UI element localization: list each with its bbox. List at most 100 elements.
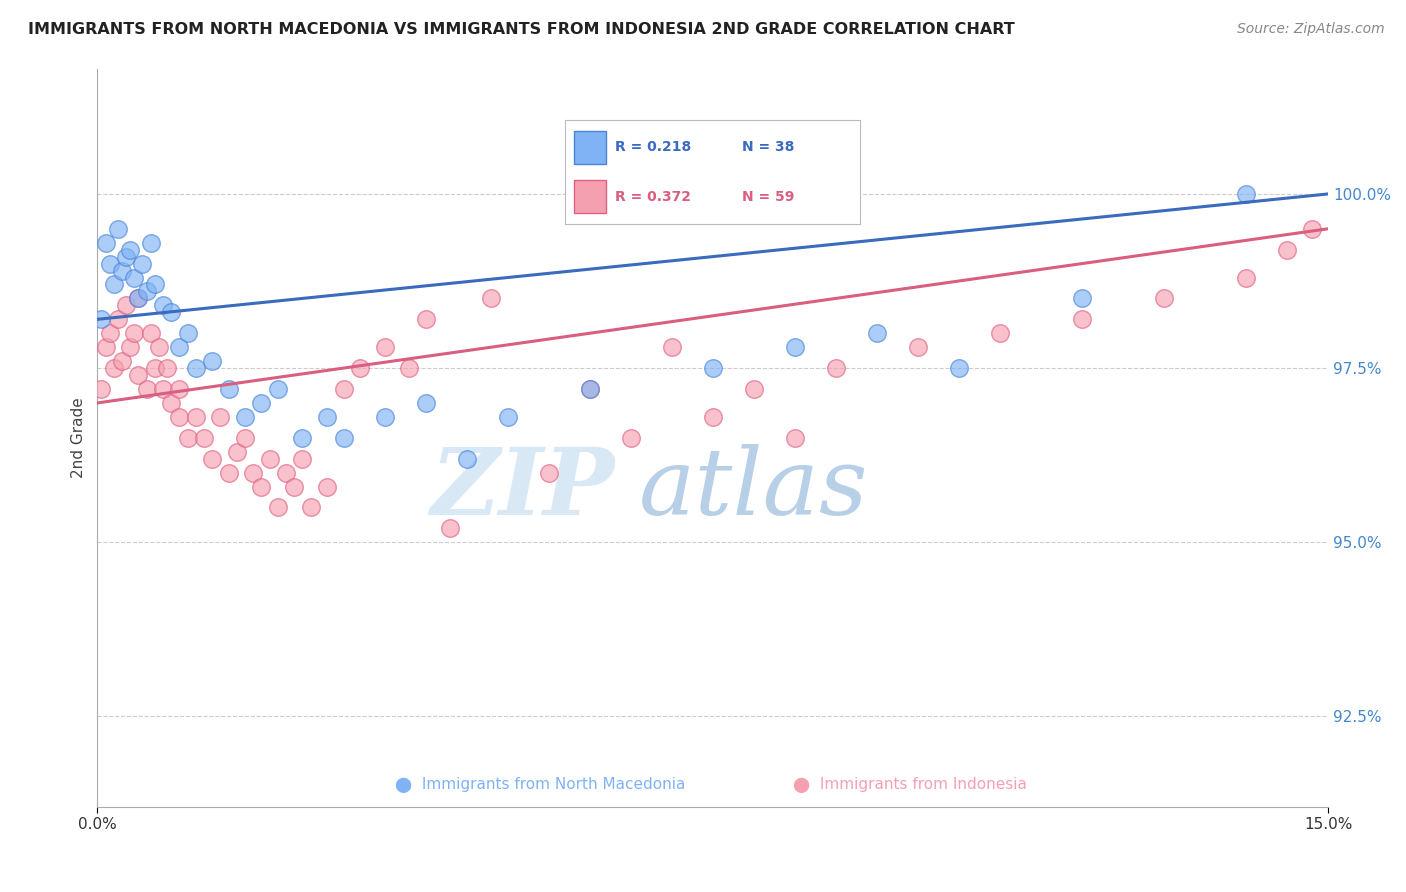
Point <box>948 361 970 376</box>
Point <box>456 451 478 466</box>
Point <box>148 340 170 354</box>
Point <box>127 292 149 306</box>
Point <box>783 340 806 354</box>
Point <box>233 431 256 445</box>
Point <box>332 382 354 396</box>
Y-axis label: 2nd Grade: 2nd Grade <box>72 397 86 478</box>
Point <box>537 466 560 480</box>
Point <box>131 256 153 270</box>
Point <box>152 298 174 312</box>
Point <box>373 340 395 354</box>
Point <box>398 361 420 376</box>
Point <box>578 382 600 396</box>
Point <box>250 396 273 410</box>
Point <box>111 354 134 368</box>
Point <box>415 312 437 326</box>
Point <box>135 285 157 299</box>
Point <box>169 409 191 424</box>
Point <box>156 361 179 376</box>
Point <box>242 466 264 480</box>
Point <box>1301 221 1323 235</box>
Point <box>702 361 724 376</box>
Point <box>90 382 112 396</box>
Point <box>1275 243 1298 257</box>
Point <box>143 277 166 292</box>
Point <box>184 409 207 424</box>
Point <box>169 382 191 396</box>
Point <box>496 409 519 424</box>
Point <box>259 451 281 466</box>
Point <box>439 521 461 535</box>
Point <box>233 409 256 424</box>
Point <box>620 431 643 445</box>
Point <box>267 500 290 515</box>
Point <box>742 382 765 396</box>
Point <box>274 466 297 480</box>
Point <box>115 298 138 312</box>
Point <box>139 326 162 341</box>
Point <box>1234 270 1257 285</box>
Point <box>120 243 142 257</box>
Point <box>209 409 232 424</box>
Point <box>332 431 354 445</box>
Point <box>218 382 240 396</box>
Point <box>135 382 157 396</box>
Point <box>283 479 305 493</box>
Point <box>349 361 371 376</box>
Point <box>291 451 314 466</box>
Point <box>111 263 134 277</box>
Point <box>578 382 600 396</box>
Point <box>1071 292 1094 306</box>
Text: IMMIGRANTS FROM NORTH MACEDONIA VS IMMIGRANTS FROM INDONESIA 2ND GRADE CORRELATI: IMMIGRANTS FROM NORTH MACEDONIA VS IMMIG… <box>28 22 1015 37</box>
Point <box>94 235 117 250</box>
Point <box>1071 312 1094 326</box>
Point <box>250 479 273 493</box>
Point <box>201 451 224 466</box>
Point <box>115 250 138 264</box>
Point <box>94 340 117 354</box>
Point <box>184 361 207 376</box>
Text: ⬤  Immigrants from North Macedonia: ⬤ Immigrants from North Macedonia <box>395 777 686 792</box>
Point <box>103 361 125 376</box>
Point <box>98 256 121 270</box>
Point <box>225 444 247 458</box>
Point <box>824 361 846 376</box>
Point <box>661 340 683 354</box>
Point <box>143 361 166 376</box>
Point <box>127 368 149 382</box>
Point <box>299 500 322 515</box>
Text: ⬤  Immigrants from Indonesia: ⬤ Immigrants from Indonesia <box>793 777 1026 792</box>
Text: Source: ZipAtlas.com: Source: ZipAtlas.com <box>1237 22 1385 37</box>
Point <box>866 326 889 341</box>
Point <box>90 312 112 326</box>
Point <box>124 270 146 285</box>
Point <box>169 340 191 354</box>
Point <box>193 431 215 445</box>
Point <box>120 340 142 354</box>
Point <box>316 479 339 493</box>
Point <box>907 340 929 354</box>
Point <box>176 431 198 445</box>
Point <box>107 312 129 326</box>
Point <box>479 292 502 306</box>
Point <box>98 326 121 341</box>
Point <box>415 396 437 410</box>
Point <box>267 382 290 396</box>
Point <box>139 235 162 250</box>
Point <box>176 326 198 341</box>
Text: atlas: atlas <box>638 444 869 534</box>
Point <box>160 305 183 319</box>
Point <box>103 277 125 292</box>
Point <box>783 431 806 445</box>
Point <box>1234 186 1257 201</box>
Point <box>1153 292 1175 306</box>
Point <box>702 409 724 424</box>
Point <box>160 396 183 410</box>
Point <box>218 466 240 480</box>
Point <box>124 326 146 341</box>
Point <box>291 431 314 445</box>
Text: ZIP: ZIP <box>430 444 614 534</box>
Point <box>988 326 1011 341</box>
Point <box>316 409 339 424</box>
Point <box>127 292 149 306</box>
